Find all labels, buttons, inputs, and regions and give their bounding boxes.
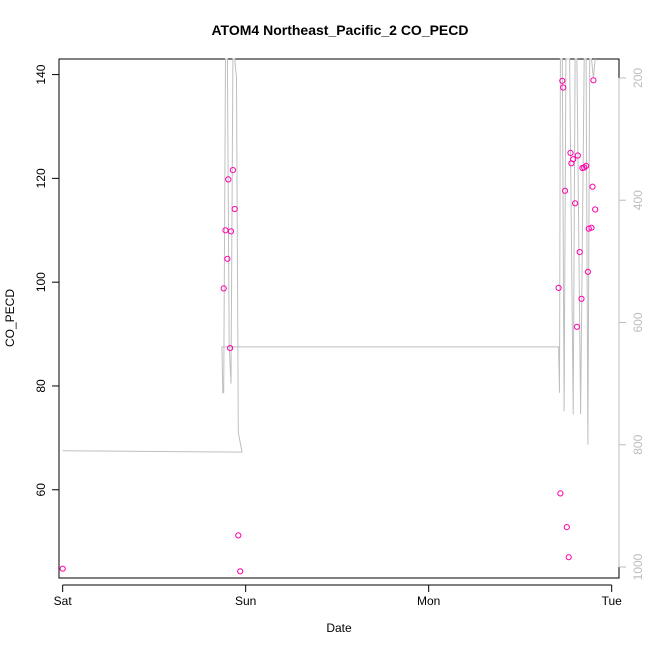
- y2-tick-label: 200: [631, 68, 645, 88]
- data-point: [237, 568, 244, 575]
- y-axis-label: CO_PECD: [3, 289, 17, 347]
- x-tick-label: Sat: [54, 594, 73, 608]
- y2-axis: 200 400 600 800 1000: [618, 68, 645, 580]
- data-point: [592, 206, 599, 213]
- x-tick-label: Mon: [417, 594, 440, 608]
- data-point: [590, 77, 597, 84]
- data-point: [560, 84, 567, 91]
- data-point: [555, 284, 562, 291]
- points-layer: [59, 77, 599, 575]
- x-axis-label: Date: [326, 621, 352, 635]
- data-point: [565, 554, 572, 561]
- data-point: [561, 187, 569, 194]
- plot-frame: [58, 58, 620, 579]
- y-axis: 60 80 100 120 140: [34, 64, 60, 497]
- y2-tick-label: 1000: [631, 553, 645, 580]
- data-point: [220, 285, 227, 292]
- data-point: [227, 228, 235, 235]
- data-point: [563, 524, 570, 531]
- data-point: [59, 565, 66, 572]
- data-point: [570, 156, 577, 163]
- x-tick-label: Tue: [602, 594, 623, 608]
- y2-tick-label: 600: [631, 312, 645, 332]
- y-tick-label: 120: [34, 168, 48, 188]
- data-point: [572, 200, 579, 207]
- data-point: [222, 227, 229, 234]
- data-point: [581, 164, 588, 171]
- chart-title: ATOM4 Northeast_Pacific_2 CO_PECD: [211, 22, 468, 38]
- y2-tick-label: 800: [631, 434, 645, 454]
- data-point: [585, 225, 592, 232]
- x-axis: Sat Sun Mon Tue: [54, 584, 623, 608]
- data-point: [227, 345, 234, 352]
- data-point: [576, 249, 583, 256]
- data-point: [574, 152, 581, 159]
- data-point: [588, 224, 595, 231]
- y-tick-label: 60: [34, 483, 48, 497]
- pressure-line: [62, 58, 596, 453]
- y-tick-label: 140: [34, 64, 48, 84]
- data-point: [578, 295, 585, 302]
- data-point: [225, 176, 232, 183]
- data-point: [224, 255, 231, 262]
- data-point: [235, 532, 242, 539]
- data-point: [567, 149, 574, 156]
- data-point: [231, 205, 238, 213]
- data-point: [559, 77, 566, 84]
- y-tick-label: 100: [34, 272, 48, 292]
- data-point: [583, 162, 590, 169]
- data-point: [557, 490, 564, 497]
- data-point: [573, 323, 581, 330]
- x-tick-label: Sun: [235, 594, 256, 608]
- data-point: [584, 268, 592, 275]
- data-point: [589, 183, 596, 190]
- data-point: [229, 167, 236, 174]
- pressure-line-layer: [62, 58, 596, 453]
- y-tick-label: 80: [34, 379, 48, 393]
- y2-tick-label: 400: [631, 190, 645, 210]
